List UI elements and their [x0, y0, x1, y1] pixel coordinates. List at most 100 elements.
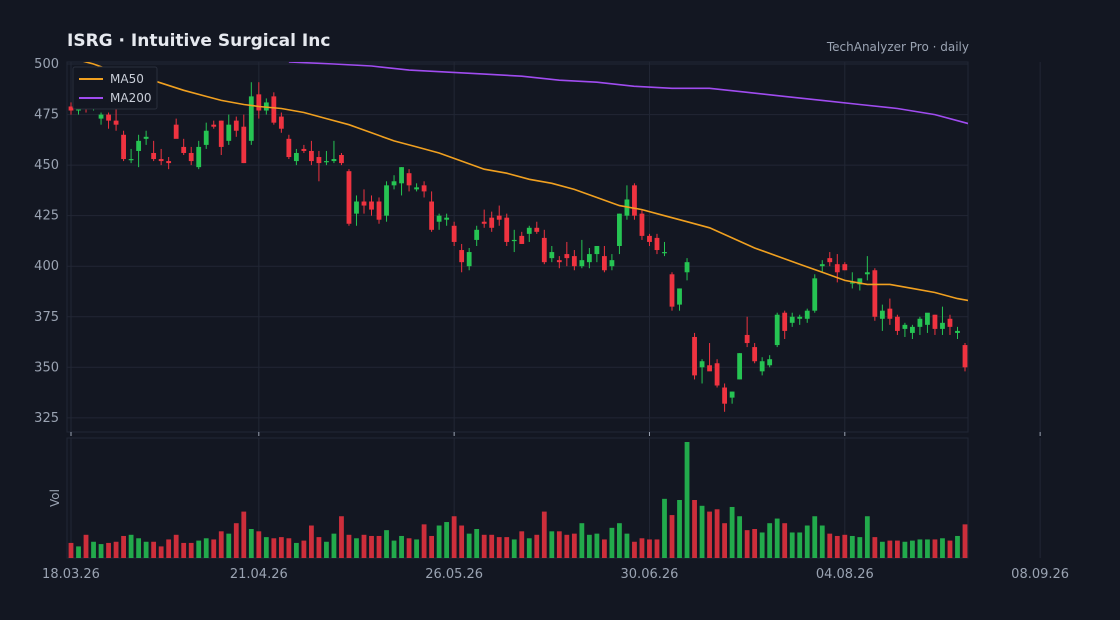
candle-body: [324, 161, 329, 163]
volume-bar: [827, 533, 833, 558]
candle-body: [947, 318, 953, 327]
candle-body: [293, 152, 299, 162]
chart-title: ISRG · Intuitive Surgical Inc: [67, 31, 331, 51]
candle-body: [902, 324, 908, 329]
volume-bar: [504, 537, 510, 558]
candle-body: [504, 217, 510, 242]
candle-body: [136, 140, 142, 151]
volume-bar: [699, 505, 705, 558]
candle-body: [910, 326, 915, 333]
candle-body: [819, 264, 825, 267]
candle-body: [278, 116, 284, 129]
candle-body: [744, 334, 750, 344]
volume-bar: [541, 511, 547, 558]
candle-body: [722, 387, 727, 404]
candle-body: [158, 159, 164, 162]
volume-bar: [857, 537, 863, 558]
x-tick-label: 04.08.26: [816, 567, 874, 582]
candle-body: [98, 114, 104, 119]
candle-body: [932, 314, 938, 329]
volume-bar: [549, 531, 555, 558]
candle-body: [233, 120, 239, 131]
volume-bar: [534, 534, 540, 558]
candle-body: [797, 316, 803, 319]
volume-bar: [925, 539, 930, 558]
candle-body: [601, 256, 607, 271]
candle-body: [414, 187, 419, 190]
volume-bar: [459, 525, 465, 558]
candle-body: [662, 252, 667, 254]
volume-bar: [489, 534, 495, 558]
candle-body: [361, 201, 367, 206]
candle-body: [196, 146, 202, 168]
volume-bar: [233, 523, 239, 558]
volume-bar: [354, 538, 359, 558]
candle-body: [647, 235, 652, 242]
candle-body: [384, 185, 389, 216]
candle-body: [654, 237, 660, 251]
price-tick-label: 350: [34, 360, 59, 375]
volume-bar: [812, 516, 818, 558]
candle-body: [444, 217, 450, 220]
volume-bar: [519, 531, 525, 558]
x-tick-label: 30.06.26: [621, 567, 679, 582]
volume-bar: [391, 540, 397, 558]
volume-bar: [902, 541, 908, 558]
volume-bar: [226, 533, 232, 558]
candle-body: [962, 345, 968, 368]
candle-body: [857, 278, 863, 285]
volume-bar: [849, 535, 855, 558]
volume-bar: [248, 529, 254, 558]
price-series-group: [68, 62, 968, 412]
candle-body: [459, 250, 465, 263]
candle-body: [331, 159, 337, 162]
volume-bar: [136, 538, 142, 558]
volume-bar: [83, 534, 89, 558]
candle-body: [241, 126, 247, 164]
candle-body: [226, 124, 232, 141]
volume-bar: [804, 525, 810, 558]
volume-bar: [203, 538, 209, 558]
candle-body: [639, 213, 645, 236]
candle-body: [301, 148, 307, 151]
volume-bar: [241, 511, 247, 558]
ma200-line: [288, 62, 968, 125]
volume-bar: [932, 539, 938, 558]
candle-body: [218, 120, 224, 147]
volume-bar: [782, 523, 788, 558]
candle-body: [211, 124, 217, 127]
volume-bar: [955, 535, 960, 558]
candle-body: [399, 167, 404, 184]
candle-body: [286, 138, 292, 158]
candle-body: [474, 229, 480, 240]
candle-body: [894, 316, 900, 331]
volume-bar: [91, 541, 96, 558]
volume-bar: [947, 540, 953, 558]
volume-bar: [819, 525, 825, 558]
volume-bar: [714, 509, 720, 558]
price-tick-label: 325: [34, 411, 59, 426]
volume-bar: [571, 533, 577, 558]
candle-body: [203, 130, 209, 145]
volume-bar: [632, 541, 637, 558]
volume-bar: [301, 540, 307, 558]
volume-bar: [466, 533, 472, 558]
volume-bar: [451, 516, 457, 558]
price-panel-frame: [66, 61, 969, 433]
candle-body: [729, 391, 735, 398]
volume-bar: [511, 539, 517, 558]
volume-bar: [647, 539, 652, 558]
volume-bar: [271, 538, 277, 558]
volume-bar: [376, 535, 382, 558]
candle-body: [940, 322, 945, 329]
candle-body: [429, 201, 435, 230]
candle-body: [609, 260, 615, 267]
volume-bar: [639, 538, 645, 558]
candle-body: [166, 161, 172, 164]
volume-bar: [166, 539, 172, 558]
candle-body: [617, 213, 622, 246]
volume-bar: [586, 534, 592, 558]
x-tick-label: 18.03.26: [42, 567, 100, 582]
volume-bar: [684, 442, 690, 558]
